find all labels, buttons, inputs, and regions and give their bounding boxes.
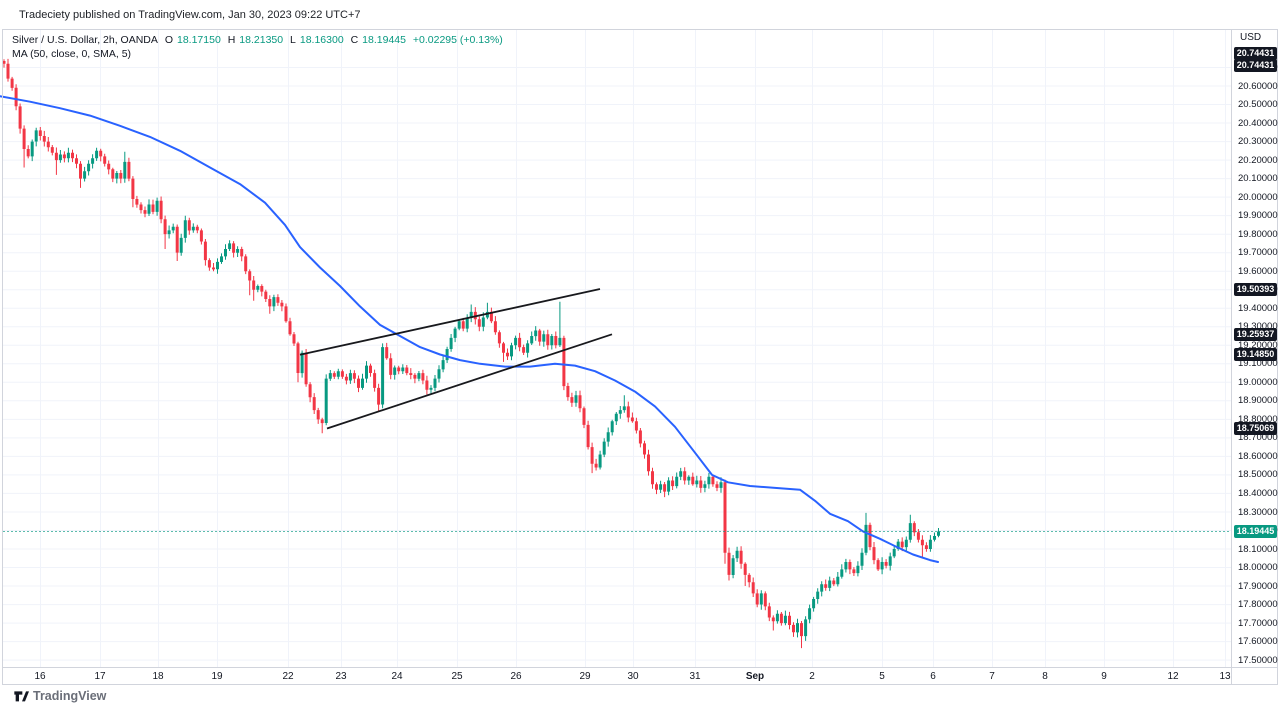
price-tick-label: 18.60000 <box>1238 450 1278 462</box>
price-tick-label: 20.60000 <box>1238 80 1278 92</box>
price-tick-label: 19.10000 <box>1238 358 1278 370</box>
price-level-badge: 19.25937 <box>1234 327 1277 341</box>
time-tick-label: 6 <box>930 671 936 682</box>
high-value: 18.21350 <box>239 34 284 46</box>
legend-indicator-row[interactable]: MA (50, close, 0, SMA, 5) <box>12 47 507 61</box>
time-tick-label: 12 <box>1167 671 1179 682</box>
chart-frame <box>2 29 1278 685</box>
open-label: O <box>164 34 173 46</box>
price-tick-label: 19.00000 <box>1238 376 1278 388</box>
price-level-badge: 20.74431 <box>1234 58 1277 72</box>
price-tick-label: 18.80000 <box>1238 413 1278 425</box>
price-tick-label: 17.80000 <box>1238 599 1278 611</box>
price-level-badge: 19.50393 <box>1234 282 1277 296</box>
price-tick-label: 19.20000 <box>1238 339 1278 351</box>
price-tick-label: 19.90000 <box>1238 210 1278 222</box>
publish-note: Tradeciety published on TradingView.com,… <box>19 9 361 21</box>
time-tick-label: 17 <box>94 671 106 682</box>
time-tick-label: 30 <box>627 671 639 682</box>
price-tick-label: 18.10000 <box>1238 543 1278 555</box>
price-tick-label: 18.30000 <box>1238 506 1278 518</box>
close-value: 18.19445 <box>362 34 406 46</box>
candle-bodies-up <box>30 130 940 637</box>
price-level-badge: 18.75069 <box>1234 422 1277 435</box>
open-value: 18.17150 <box>176 34 221 46</box>
price-tick-label: 19.30000 <box>1238 321 1278 333</box>
time-tick-label: 9 <box>1101 671 1107 682</box>
time-tick-label: 2 <box>809 671 815 682</box>
price-tick-label: 18.40000 <box>1238 487 1278 499</box>
time-tick-label: 31 <box>689 671 701 682</box>
price-axis-currency-label: USD <box>1240 32 1262 43</box>
candle-wicks-down <box>3 58 927 649</box>
time-tick-label: 7 <box>989 671 995 682</box>
candle-bodies-down <box>2 61 928 637</box>
low-value: 18.16300 <box>299 34 344 46</box>
price-tick-label: 17.60000 <box>1238 636 1278 648</box>
time-tick-label: 24 <box>391 671 403 682</box>
time-tick-label: 8 <box>1042 671 1048 682</box>
tradingview-attribution[interactable]: TradingView <box>13 688 106 704</box>
price-level-badge: 19.14850 <box>1234 348 1277 362</box>
time-tick-label: 5 <box>879 671 885 682</box>
price-tick-label: 19.80000 <box>1238 228 1278 240</box>
candle-wicks-up <box>31 127 939 641</box>
trendline-lower[interactable] <box>326 333 613 430</box>
time-tick-label: Sep <box>745 671 765 682</box>
close-label: C <box>350 34 359 46</box>
price-tick-label: 19.60000 <box>1238 265 1278 277</box>
grid-lines <box>3 30 1232 667</box>
brand-text: TradingView <box>33 689 107 703</box>
price-tick-label: 17.50000 <box>1238 654 1278 666</box>
low-label: L <box>290 34 296 46</box>
chart-legend: Silver / U.S. Dollar, 2h, OANDA O 18.1715… <box>12 33 507 61</box>
indicator-label: MA (50, close, 0, SMA, 5) <box>12 48 132 60</box>
price-tick-label: 17.70000 <box>1238 617 1278 629</box>
high-label: H <box>227 34 236 46</box>
price-tick-label: 17.90000 <box>1238 580 1278 592</box>
price-tick-label: 18.50000 <box>1238 469 1278 481</box>
time-tick-label: 18 <box>152 671 164 682</box>
trendline-upper[interactable] <box>299 288 601 356</box>
time-tick-label: 19 <box>211 671 223 682</box>
time-tick-label: 26 <box>510 671 522 682</box>
price-tick-label: 20.10000 <box>1238 173 1278 185</box>
price-tick-label: 20.00000 <box>1238 191 1278 203</box>
change-value: +0.02295 (+0.13%) <box>412 34 503 46</box>
symbol-title: Silver / U.S. Dollar, 2h, OANDA <box>12 34 158 46</box>
time-tick-label: 25 <box>451 671 463 682</box>
price-tick-label: 20.50000 <box>1238 99 1278 110</box>
price-level-badge: 20.74431 <box>1234 46 1277 60</box>
price-tick-label: 20.40000 <box>1238 117 1278 129</box>
price-tick-label: 19.70000 <box>1238 247 1278 259</box>
time-tick-label: 29 <box>579 671 591 682</box>
price-tick-label: 20.30000 <box>1238 136 1278 148</box>
tradingview-logo-icon <box>14 691 29 702</box>
current-price-badge: 18.19445 <box>1234 525 1277 538</box>
time-tick-label: 23 <box>335 671 347 682</box>
time-tick-label: 22 <box>282 671 294 682</box>
ma50-line <box>0 95 939 563</box>
legend-symbol-row[interactable]: Silver / U.S. Dollar, 2h, OANDA O 18.1715… <box>12 33 507 47</box>
time-tick-label: 13 <box>1219 671 1231 682</box>
price-tick-label: 18.00000 <box>1238 562 1278 573</box>
price-tick-label: 18.70000 <box>1238 432 1278 444</box>
price-tick-label: 18.90000 <box>1238 395 1278 407</box>
price-tick-label: 20.20000 <box>1238 154 1278 166</box>
time-tick-label: 16 <box>34 671 46 682</box>
price-tick-label: 19.40000 <box>1238 302 1278 314</box>
